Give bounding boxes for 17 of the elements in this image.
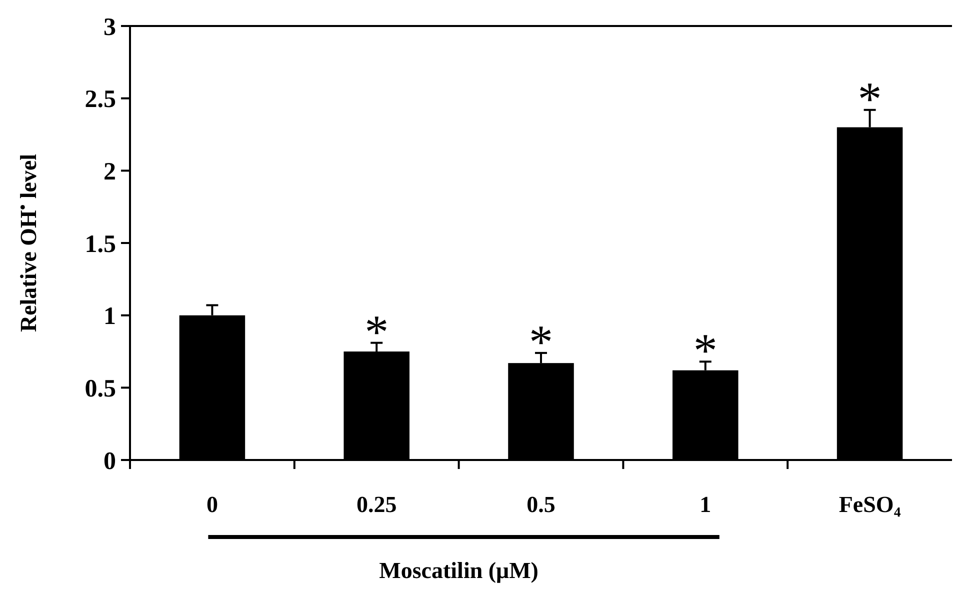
y-tick-label: 1: [104, 303, 116, 330]
x-tick-label: 1: [700, 492, 712, 517]
y-tick-label: 3: [104, 14, 116, 41]
x-axis-title: Moscatilin (μM): [379, 558, 538, 583]
y-tick-label: 0.5: [84, 375, 116, 402]
y-tick-label: 1.5: [84, 230, 116, 258]
annotation: *: [529, 316, 553, 369]
y-tick-label: 2: [104, 158, 116, 186]
annotation: *: [858, 72, 882, 126]
y-tick-label: 0: [104, 448, 116, 475]
x-tick-label: FeSO₄: [838, 492, 901, 517]
y-tick-label: 2.5: [84, 86, 116, 114]
x-tick-label: 0.5: [526, 492, 556, 517]
annotation: *: [364, 306, 389, 359]
annotation: *: [693, 324, 718, 378]
x-tick-label: 0: [206, 492, 218, 517]
x-tick-label: 0.25: [356, 492, 397, 517]
